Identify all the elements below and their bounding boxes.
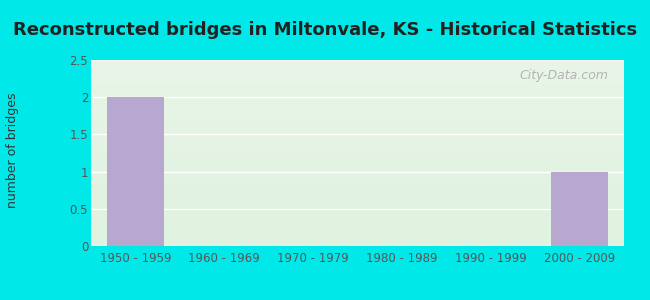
Bar <box>551 172 608 246</box>
Bar <box>107 97 164 246</box>
Text: number of bridges: number of bridges <box>6 92 20 208</box>
Text: City-Data.com: City-Data.com <box>519 69 608 82</box>
Text: Reconstructed bridges in Miltonvale, KS - Historical Statistics: Reconstructed bridges in Miltonvale, KS … <box>13 21 637 39</box>
